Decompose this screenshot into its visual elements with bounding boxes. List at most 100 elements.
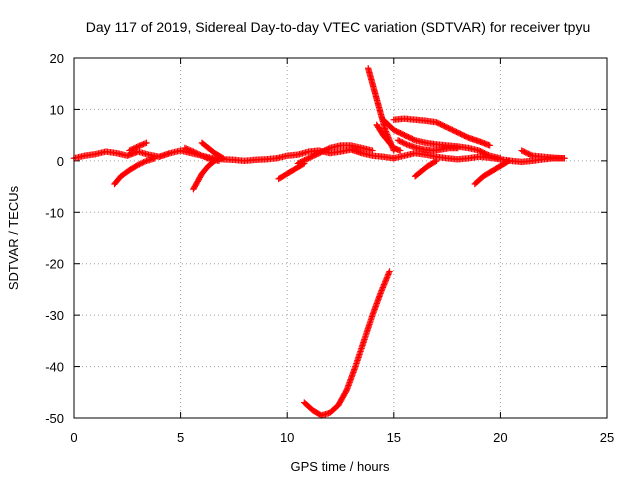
series-track-d (190, 157, 218, 193)
data-point (143, 139, 150, 147)
data-point (201, 153, 208, 161)
x-tick-label: 0 (70, 430, 77, 445)
series-track-g (294, 142, 376, 167)
data-point (383, 275, 390, 282)
series-band-mid (273, 146, 397, 162)
data-point (211, 157, 218, 165)
tick-labels: 0 5 10 15 20 25 20 10 0 -10 -20 -30 -40 -50 (45, 51, 614, 445)
series-track-n (471, 157, 513, 188)
data-point (381, 279, 388, 287)
chart-title: Day 117 of 2019, Sidereal Day-to-day VTE… (86, 19, 590, 35)
data-point (454, 144, 461, 152)
data-point (400, 139, 407, 147)
series-track-m (411, 157, 440, 180)
series-track-k (390, 115, 493, 149)
data-point (432, 158, 439, 165)
data-point (210, 158, 217, 165)
data-point (126, 147, 133, 154)
data-point (134, 161, 142, 169)
data-point (379, 284, 387, 291)
series-track-b (126, 139, 150, 154)
y-tick-label: 20 (50, 51, 64, 66)
x-tick-label: 10 (280, 430, 294, 445)
data-point (396, 147, 404, 154)
data-point (385, 269, 393, 277)
x-axis-label: GPS time / hours (291, 459, 390, 474)
x-tick-label: 20 (493, 430, 507, 445)
data-point (218, 154, 226, 161)
data-point (396, 137, 403, 145)
data-point (127, 146, 135, 154)
data-point (386, 268, 393, 275)
data-point (136, 161, 143, 168)
data-point (527, 151, 535, 159)
data-point (369, 147, 376, 154)
data-point (202, 154, 210, 161)
data-point (129, 146, 136, 153)
series-track-h (365, 65, 397, 154)
data-point (220, 155, 227, 162)
data-point (561, 155, 568, 162)
data-point (378, 287, 385, 294)
series-deep-curve (301, 268, 393, 419)
x-tick-label: 15 (387, 430, 401, 445)
data-point (397, 138, 405, 145)
series-band-early (70, 147, 280, 165)
data-point (384, 272, 391, 280)
data-point (380, 282, 387, 290)
grid-lines (74, 58, 607, 418)
y-tick-label: 10 (50, 102, 64, 117)
data-point (139, 159, 146, 167)
data-point (130, 145, 137, 152)
data-point (140, 159, 147, 166)
data-point (497, 155, 504, 162)
data-point (133, 143, 140, 151)
data-point (385, 271, 392, 278)
data-point (198, 152, 206, 159)
data-point (399, 139, 406, 146)
data-point (382, 278, 389, 285)
y-tick-label: -40 (45, 360, 64, 375)
data-point (401, 140, 409, 147)
y-tick-label: -10 (45, 205, 64, 220)
data-point (193, 149, 200, 157)
x-tick-label: 5 (177, 430, 184, 445)
data-point (394, 137, 402, 144)
series-track-o (518, 147, 568, 162)
axis-ticks (73, 57, 608, 419)
y-tick-label: -20 (45, 257, 64, 272)
y-tick-label: 0 (57, 154, 64, 169)
data-point (151, 155, 159, 162)
data-point (383, 274, 391, 281)
data-point (380, 281, 388, 288)
data-point (141, 158, 149, 165)
data-point (486, 142, 493, 149)
data-points (70, 65, 568, 419)
data-point (504, 158, 511, 165)
data-point (131, 144, 139, 152)
data-point (410, 136, 417, 143)
data-point (379, 285, 386, 293)
data-point (505, 157, 513, 165)
y-tick-label: -30 (45, 308, 64, 323)
data-point (205, 155, 213, 162)
data-point (204, 154, 211, 162)
data-point (190, 148, 197, 155)
series-track-e (198, 139, 227, 162)
y-tick-label: -50 (45, 411, 64, 426)
data-point (191, 149, 199, 156)
series-track-i (373, 121, 404, 154)
data-point (200, 153, 207, 160)
x-tick-label: 25 (600, 430, 614, 445)
data-point (325, 145, 332, 152)
data-point (485, 151, 492, 159)
data-point (194, 150, 201, 157)
series-track-a (111, 155, 159, 188)
data-point (197, 151, 204, 159)
data-point (382, 277, 390, 284)
data-point (195, 151, 203, 158)
data-point (137, 160, 145, 167)
series-track-l (394, 137, 461, 154)
y-axis-label: SDTVAR / TECUs (6, 185, 21, 290)
